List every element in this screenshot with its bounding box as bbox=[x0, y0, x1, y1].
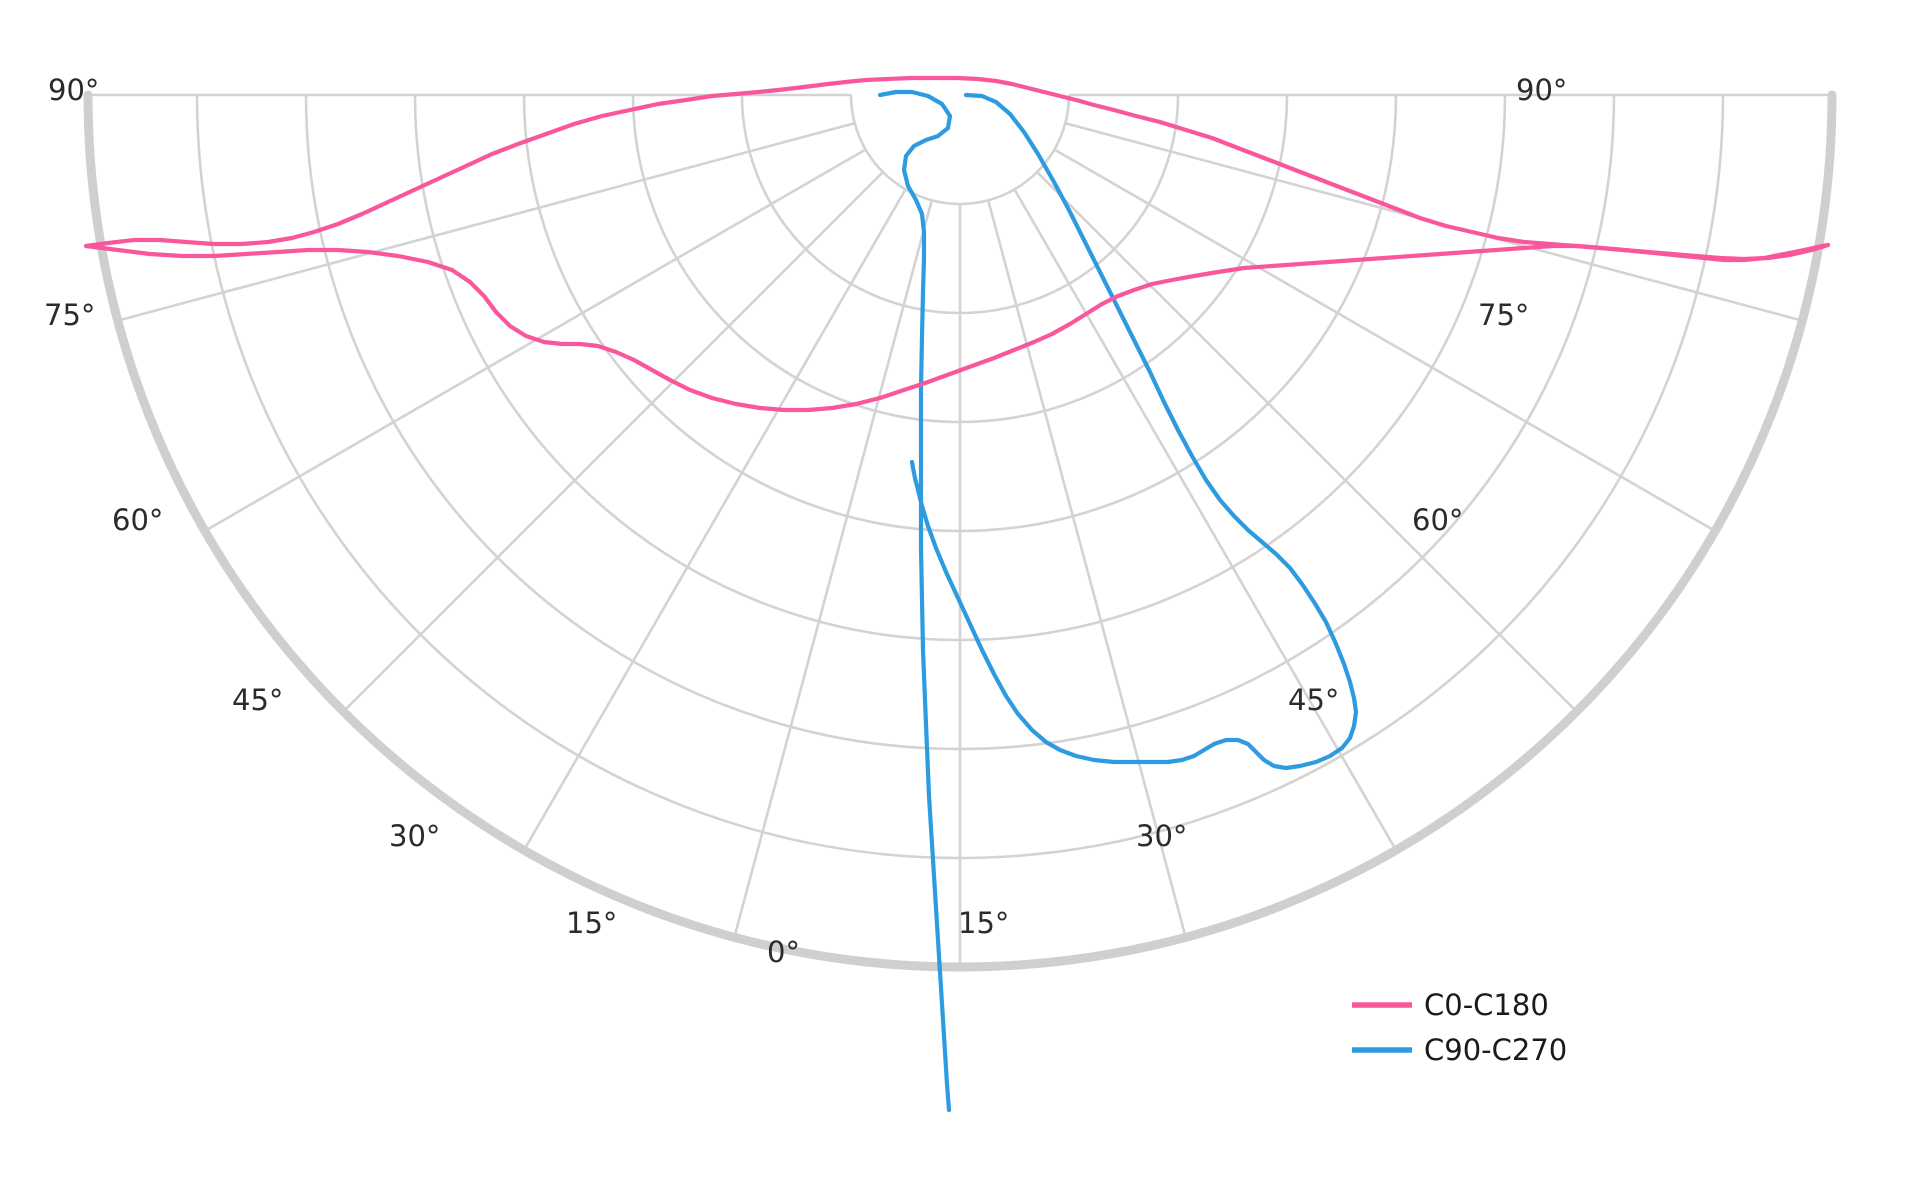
tick-label-right-30: 30° bbox=[1136, 819, 1187, 853]
tick-label-left-45: 45° bbox=[232, 683, 283, 717]
series-c90-c270-path bbox=[877, 89, 1359, 1113]
tick-label-left-30: 30° bbox=[389, 819, 440, 853]
grid-spokes bbox=[88, 93, 1832, 967]
grid-spoke bbox=[986, 199, 1187, 938]
grid-spoke bbox=[117, 121, 856, 322]
legend-item-c0-c180[interactable]: C0-C180 bbox=[1352, 988, 1549, 1022]
tick-label-left-75: 75° bbox=[44, 298, 95, 332]
angle-tick-labels: 90° 75° 60° 45° 30° 15° 0° 15° 30° 45° 6… bbox=[44, 73, 1567, 969]
tick-label-right-45: 45° bbox=[1288, 683, 1339, 717]
chart-legend: C0-C180 C90-C270 bbox=[1352, 988, 1567, 1067]
tick-label-right-15: 15° bbox=[958, 906, 1009, 940]
tick-label-left-90: 90° bbox=[48, 73, 99, 107]
grid-spoke bbox=[733, 199, 934, 938]
tick-label-right-60: 60° bbox=[1412, 503, 1463, 537]
legend-item-c90-c270[interactable]: C90-C270 bbox=[1352, 1033, 1567, 1067]
series-c0-c180-path bbox=[83, 75, 1831, 262]
tick-label-left-15: 15° bbox=[566, 906, 617, 940]
tick-label-right-75: 75° bbox=[1478, 298, 1529, 332]
grid-layer bbox=[83, 90, 1837, 972]
grid-spoke bbox=[342, 171, 884, 713]
grid-spoke bbox=[1053, 148, 1716, 533]
tick-label-right-90: 90° bbox=[1516, 73, 1567, 107]
outer-boundary-arc bbox=[83, 90, 1837, 972]
series-layer bbox=[83, 75, 1831, 1113]
series-c0-c180-inner-path bbox=[83, 242, 1831, 413]
grid-spoke bbox=[1013, 188, 1398, 851]
grid-spoke bbox=[1036, 171, 1578, 713]
tick-label-left-60: 60° bbox=[112, 503, 163, 537]
legend-label-c0-c180: C0-C180 bbox=[1424, 988, 1549, 1022]
grid-spoke bbox=[522, 188, 907, 851]
tick-label-center-0: 0° bbox=[767, 935, 800, 969]
legend-label-c90-c270: C90-C270 bbox=[1424, 1033, 1567, 1067]
